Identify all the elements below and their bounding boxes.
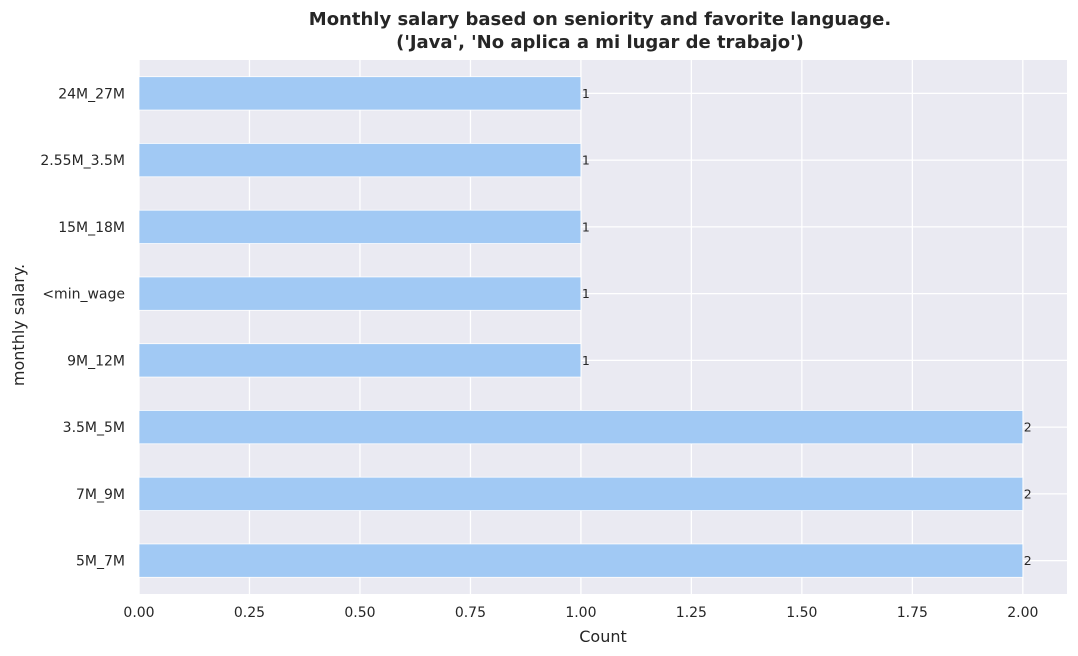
y-tick-label: 9M_12M <box>67 353 125 369</box>
x-axis-label: Count <box>579 627 627 646</box>
y-tick-label: 2.55M_3.5M <box>40 153 125 169</box>
bar-value-label: 1 <box>582 219 590 234</box>
y-tick-label: 5M_7M <box>76 554 125 570</box>
x-tick-label: 1.25 <box>676 605 707 621</box>
y-tick-label: <min_wage <box>42 287 125 303</box>
bars <box>138 76 1024 578</box>
x-tick-labels: 0.00 0.25 0.50 0.75 1.00 1.25 1.50 1.75 2.00 <box>123 605 1038 621</box>
x-tick-label: 1.00 <box>565 605 596 621</box>
bar-3.5M_5M <box>138 410 1024 445</box>
plot-area <box>139 60 1067 594</box>
x-tick-label: 1.75 <box>897 605 928 621</box>
y-tick-label: 15M_18M <box>58 220 125 236</box>
data-labels: 1 1 1 1 1 2 2 2 <box>582 86 1032 568</box>
y-tick-label: 3.5M_5M <box>63 420 125 436</box>
bar-value-label: 1 <box>582 286 590 301</box>
x-tick-label: 0.00 <box>123 605 154 621</box>
bar-value-label: 1 <box>582 353 590 368</box>
bar-15M_18M <box>138 209 582 244</box>
bar-7M_9M <box>138 476 1024 511</box>
x-tick-label: 0.25 <box>234 605 265 621</box>
x-tick-label: 1.50 <box>786 605 817 621</box>
x-tick-label: 0.75 <box>455 605 486 621</box>
bar-5M_7M <box>138 543 1024 578</box>
bar-<min_wage <box>138 276 582 311</box>
bar-value-label: 1 <box>582 86 590 101</box>
y-axis-label: monthly salary. <box>9 264 28 386</box>
bar-24M_27M <box>138 76 582 111</box>
chart-title-line-1: Monthly salary based on seniority and fa… <box>309 9 891 30</box>
x-tick-label: 0.50 <box>344 605 375 621</box>
bar-value-label: 1 <box>582 153 590 168</box>
bar-9M_12M <box>138 343 582 378</box>
bar-value-label: 2 <box>1024 553 1032 568</box>
y-tick-label: 24M_27M <box>58 86 125 102</box>
bar-2.55M_3.5M <box>138 143 582 178</box>
y-tick-label: 7M_9M <box>76 487 125 503</box>
y-tick-labels: 24M_27M 2.55M_3.5M 15M_18M <min_wage 9M_12M 3… <box>40 86 125 569</box>
chart-title-line-2: ('Java', 'No aplica a mi lugar de trabaj… <box>396 32 804 53</box>
x-tick-label: 2.00 <box>1007 605 1038 621</box>
bar-value-label: 2 <box>1024 420 1032 435</box>
bar-value-label: 2 <box>1024 486 1032 501</box>
